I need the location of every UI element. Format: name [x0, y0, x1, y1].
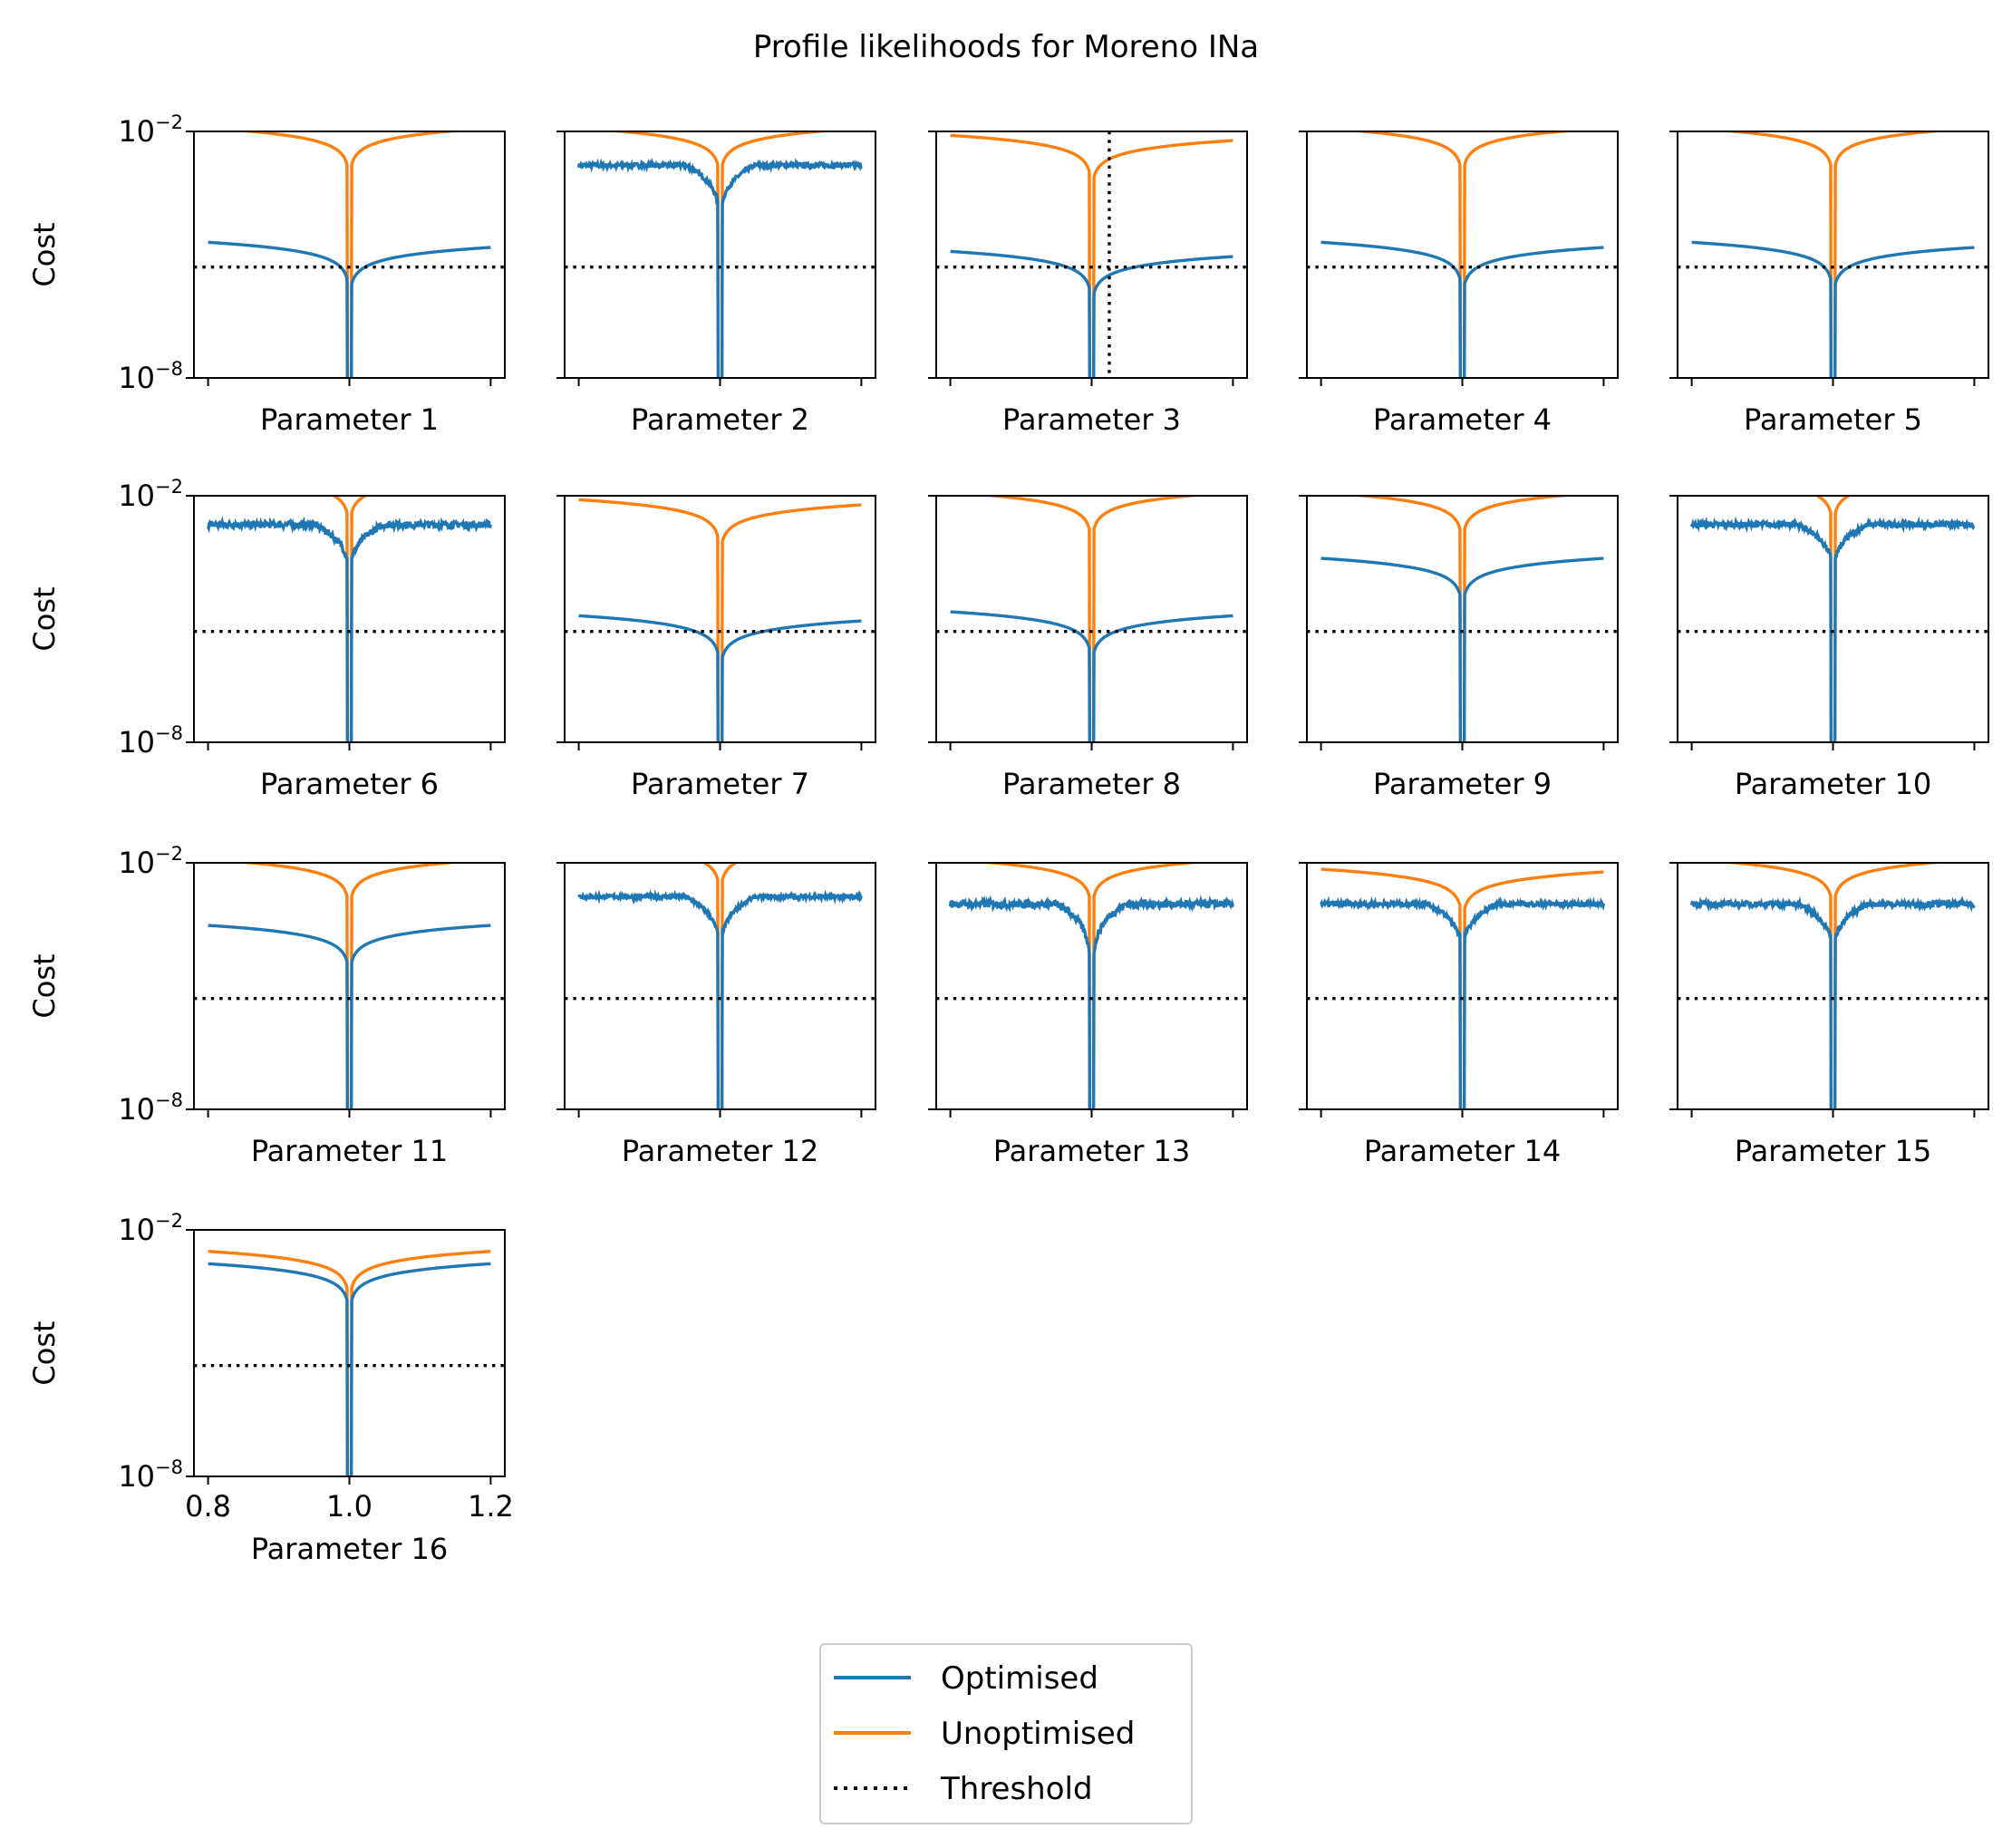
plot-area — [194, 1250, 505, 1476]
subplot-8: Parameter 8 — [928, 495, 1248, 801]
axes-frame — [193, 862, 506, 1110]
subplot-xlabel: Parameter 15 — [1735, 1134, 1931, 1168]
legend-label-unoptimised: Unoptimised — [941, 1716, 1135, 1752]
y-axis-label: Cost — [27, 586, 62, 651]
unoptimised-curve — [578, 498, 862, 742]
y-tick-label: 10−2 — [118, 843, 183, 880]
plot-area — [936, 131, 1247, 378]
optimised-curve — [1689, 895, 1976, 1109]
plot-area — [1307, 867, 1618, 1109]
unoptimised-curve — [1320, 867, 1604, 1109]
y-tick-label: 10−8 — [118, 1089, 183, 1127]
subplot-xlabel: Parameter 5 — [1744, 402, 1922, 437]
optimised-curve — [208, 1262, 491, 1476]
subplot-1: 10−8 10−2 Parameter 1 Cost — [27, 111, 506, 437]
subplot-14: Parameter 14 — [1299, 862, 1619, 1168]
optimised-curve — [1691, 240, 1975, 378]
legend: Optimised Unoptimised Threshold — [819, 1643, 1193, 1824]
optimised-curve — [208, 240, 491, 378]
plot-area — [1678, 496, 1988, 742]
y-tick-label: 10−2 — [118, 476, 183, 513]
subplot-5: Parameter 5 — [1669, 131, 1989, 437]
y-tick-label: 10−8 — [118, 358, 183, 395]
axes-frame — [1306, 495, 1619, 743]
subplot-xlabel: Parameter 4 — [1373, 402, 1552, 437]
subplot-10: Parameter 10 — [1669, 495, 1989, 801]
axes-frame — [193, 131, 506, 379]
legend-label-threshold: Threshold — [940, 1771, 1093, 1807]
subplot-xlabel: Parameter 7 — [631, 767, 809, 801]
optimised-curve — [208, 924, 491, 1109]
subplot-xlabel: Parameter 12 — [622, 1134, 818, 1168]
subplot-xlabel: Parameter 9 — [1373, 767, 1552, 801]
x-tick-label: 1.2 — [468, 1489, 514, 1524]
y-tick-label: 10−8 — [118, 1456, 183, 1494]
axes-frame — [1677, 131, 1989, 379]
y-tick-label: 10−2 — [118, 1210, 183, 1247]
subplot-xlabel: Parameter 16 — [251, 1532, 448, 1566]
axes-frame — [193, 495, 506, 743]
legend-frame — [819, 1643, 1193, 1824]
subplot-xlabel: Parameter 11 — [251, 1134, 448, 1168]
optimised-curve — [576, 157, 863, 378]
subplot-xlabel: Parameter 1 — [260, 402, 439, 437]
optimised-curve — [207, 516, 493, 742]
subplot-15: Parameter 15 — [1669, 862, 1989, 1168]
x-tick-label: 1.0 — [326, 1489, 372, 1524]
figure-title: Profile likelihoods for Moreno INa — [753, 29, 1259, 65]
plot-area — [194, 496, 505, 742]
optimised-curve — [1320, 895, 1606, 1109]
subplot-xlabel: Parameter 10 — [1735, 767, 1931, 801]
subplot-3: Parameter 3 — [928, 131, 1248, 437]
subplot-9: Parameter 9 — [1299, 495, 1619, 801]
subplot-xlabel: Parameter 14 — [1364, 1134, 1561, 1168]
axes-frame — [1306, 131, 1619, 379]
subplot-13: Parameter 13 — [928, 862, 1248, 1168]
y-axis-label: Cost — [27, 1321, 62, 1385]
optimised-curve — [578, 614, 862, 742]
subplot-xlabel: Parameter 13 — [993, 1134, 1190, 1168]
optimised-curve — [948, 895, 1235, 1109]
subplot-2: Parameter 2 — [556, 131, 876, 437]
subplot-xlabel: Parameter 3 — [1002, 402, 1181, 437]
y-tick-label: 10−2 — [118, 111, 183, 149]
y-tick-label: 10−8 — [118, 722, 183, 760]
axes-frame — [564, 862, 876, 1110]
legend-label-optimised: Optimised — [941, 1660, 1098, 1697]
subplot-xlabel: Parameter 2 — [631, 402, 809, 437]
subplot-grid: 10−8 10−2 Parameter 1 Cost Parameter 2 Parame… — [27, 111, 1989, 1566]
optimised-curve — [577, 888, 863, 1109]
optimised-curve — [950, 249, 1233, 378]
subplot-11: 10−8 10−2 Parameter 11 Cost — [27, 843, 506, 1168]
unoptimised-curve — [950, 133, 1233, 378]
subplot-4: Parameter 4 — [1299, 131, 1619, 437]
y-axis-label: Cost — [27, 953, 62, 1018]
plot-area — [565, 498, 875, 742]
optimised-curve — [1320, 240, 1604, 378]
subplot-12: Parameter 12 — [556, 862, 876, 1168]
axes-frame — [1306, 862, 1619, 1110]
optimised-curve — [950, 610, 1233, 742]
plot-area — [565, 863, 875, 1109]
y-axis-label: Cost — [27, 222, 62, 286]
axes-frame — [1677, 495, 1989, 743]
unoptimised-curve — [208, 1250, 491, 1476]
optimised-curve — [1689, 516, 1976, 742]
subplot-6: 10−8 10−2 Parameter 6 Cost — [27, 476, 506, 801]
subplot-7: Parameter 7 — [556, 495, 876, 801]
optimised-curve — [1320, 556, 1604, 742]
subplot-xlabel: Parameter 6 — [260, 767, 439, 801]
subplot-xlabel: Parameter 8 — [1002, 767, 1181, 801]
subplot-16: 10−8 10−2 0.8 1.0 1.2 Parameter 16 Cost — [27, 1210, 514, 1566]
x-tick-label: 0.8 — [185, 1489, 231, 1524]
